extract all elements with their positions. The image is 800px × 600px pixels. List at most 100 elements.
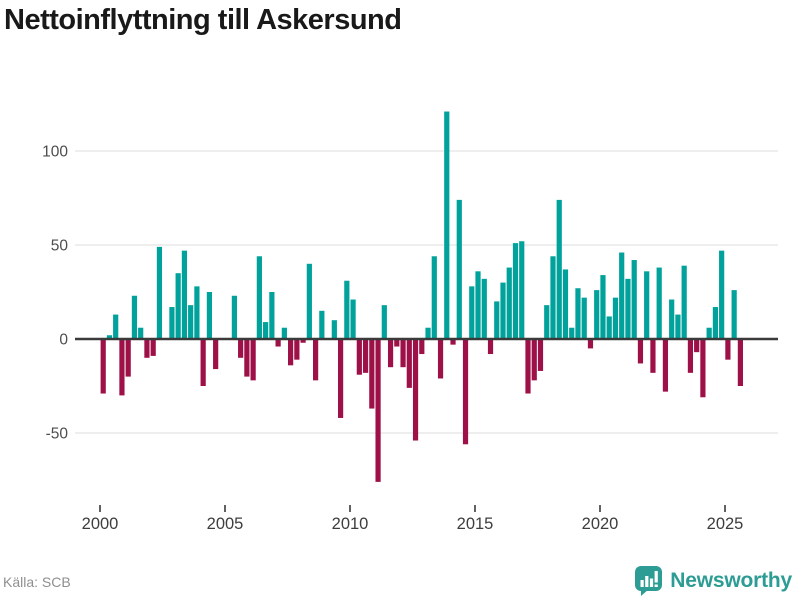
bar-negative [144,339,150,358]
bar-negative [637,339,644,364]
bar-positive [712,307,719,339]
bar-positive [600,275,606,339]
bar-negative [200,339,206,386]
newsworthy-logo-icon [635,566,663,596]
chart-title: Nettoinflyttning till Askersund [4,4,402,36]
bar-negative [238,339,244,358]
bar-negative [406,339,412,388]
source-label: Källa: SCB [3,574,71,590]
bar-positive [481,278,487,339]
newsworthy-brand-link[interactable]: Newsworthy [634,565,792,596]
bar-negative [587,339,594,349]
bar-negative [213,339,219,370]
bar-negative [369,339,375,409]
bar-positive [494,301,500,339]
x-tick-label: 2005 [207,515,244,533]
bar-negative [294,339,300,360]
bar-positive [188,305,194,339]
bar-negative [531,339,537,381]
bar-negative [687,339,694,373]
bar-positive [575,288,581,339]
bar-negative [450,339,456,345]
bar-negative [375,339,381,482]
bar-positive [550,256,556,339]
bar-negative [462,339,469,445]
bar-positive [731,290,737,339]
bar-positive [131,295,138,339]
bar-positive [556,199,562,339]
bar-positive [569,327,575,339]
bar-positive [381,305,387,339]
y-tick-label: -50 [46,426,69,443]
bar-negative [537,339,544,371]
bar-negative [150,339,156,356]
bar-positive [719,250,725,339]
bar-positive [544,305,550,339]
x-tick-label: 2020 [582,515,619,533]
bar-positive [512,243,519,339]
bar-positive [113,314,119,339]
bar-negative [288,339,294,366]
bar-positive [562,269,569,339]
bar-positive [675,314,681,339]
bar-negative [487,339,494,355]
bar-negative [244,339,250,377]
bar-negative [650,339,656,373]
bar-positive [181,250,188,339]
bar-positive [500,282,506,339]
bar-negative [362,339,369,373]
bar-positive [231,295,237,339]
bar-negative [694,339,700,353]
bar-positive [456,199,462,339]
bar-positive [625,278,631,339]
bar-positive [425,327,431,339]
bar-positive [169,307,175,339]
bar-negative [412,339,419,441]
bar-positive [706,327,712,339]
bar-positive [519,241,525,339]
bar-positive [319,310,325,339]
x-tick-label: 2015 [457,515,494,533]
bar-negative [275,339,281,347]
bar-positive [138,327,144,339]
bar-positive [175,273,181,339]
bar-negative [313,339,319,381]
y-tick-label: 100 [42,144,68,161]
newsworthy-wordmark: Newsworthy [670,568,792,592]
bar-negative [125,339,131,377]
bar-negative [725,339,731,360]
bar-positive [206,292,212,339]
bar-negative [437,339,444,379]
bar-positive [681,265,687,339]
bar-negative [356,339,362,375]
bar-positive [269,292,275,339]
bar-positive [631,260,637,339]
bar-positive [106,335,113,339]
bar-negative [119,339,125,396]
bar-positive [656,267,662,339]
bar-negative [300,339,306,343]
bar-positive [444,111,450,340]
bar-negative [250,339,256,381]
bar-negative [100,339,106,394]
bar-negative [394,339,400,347]
bar-positive [606,316,612,339]
bar-positive [475,271,481,339]
bar-positive [581,297,587,339]
bar-positive [469,286,475,339]
x-tick-label: 2010 [332,515,369,533]
bar-positive [263,322,269,339]
bar-positive [619,252,625,339]
bar-negative [419,339,425,355]
bar-negative [662,339,669,392]
bar-negative [400,339,406,368]
x-tick-label: 2025 [707,515,744,533]
bar-positive [344,280,350,339]
y-tick-label: 0 [59,332,68,349]
bar-positive [669,299,675,339]
bar-positive [612,297,619,339]
bar-positive [281,327,287,339]
bar-negative [337,339,344,418]
